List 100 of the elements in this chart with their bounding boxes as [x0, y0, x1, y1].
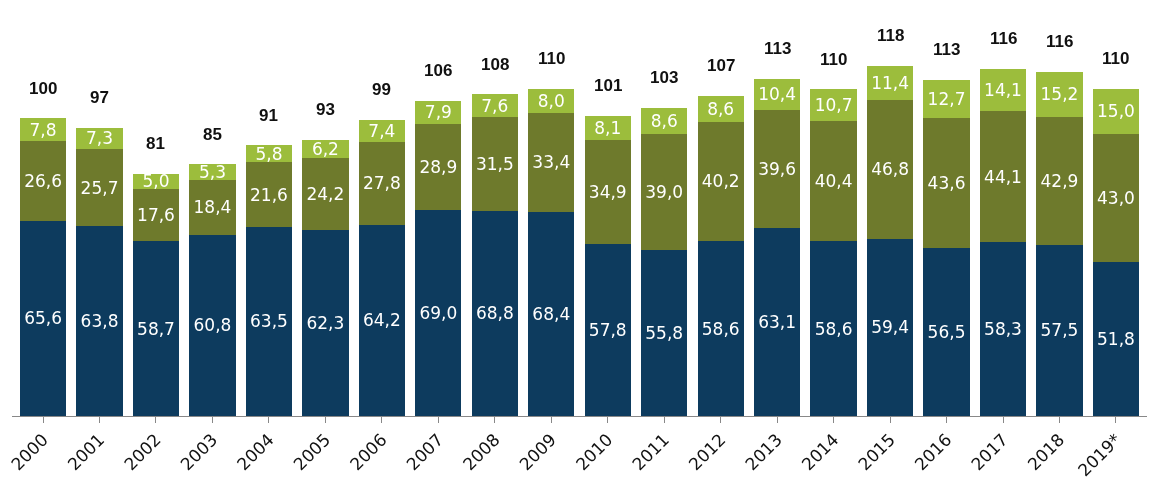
- data-label: 6,2: [311, 138, 339, 159]
- data-label: 57,8: [588, 319, 627, 340]
- data-label: 8,1: [594, 117, 622, 138]
- total-label: 99: [372, 80, 391, 99]
- bar: [358, 141, 406, 225]
- data-label: 17,6: [137, 204, 175, 225]
- bar: [76, 149, 123, 226]
- data-label: 10,7: [814, 95, 853, 116]
- bar: [1036, 116, 1083, 245]
- data-label: 68,8: [475, 303, 514, 324]
- total-label: 113: [764, 39, 792, 58]
- data-label: 15,0: [1097, 101, 1135, 122]
- data-label: 28,9: [419, 157, 458, 178]
- data-label: 12,7: [927, 88, 966, 109]
- total-label: 107: [707, 56, 736, 75]
- data-label: 58,7: [137, 318, 175, 339]
- data-label: 5,8: [255, 143, 283, 164]
- data-label: 65,6: [24, 308, 62, 329]
- data-label: 14,1: [984, 79, 1022, 100]
- bar: [1036, 244, 1083, 416]
- bar: [923, 117, 970, 248]
- bar: [753, 109, 801, 228]
- bar: [19, 220, 67, 416]
- data-label: 56,5: [927, 321, 966, 342]
- bar: [810, 241, 857, 416]
- data-label: 63,5: [250, 311, 288, 332]
- bar: [471, 210, 518, 416]
- data-label: 31,5: [475, 154, 514, 175]
- bar: [132, 241, 180, 416]
- data-label: 64,2: [362, 310, 401, 331]
- total-label: 97: [90, 88, 109, 107]
- data-label: 42,9: [1040, 170, 1079, 191]
- data-label: 40,2: [701, 171, 740, 192]
- bar: [1036, 71, 1083, 117]
- bar: [1092, 261, 1140, 416]
- data-label: 7,9: [424, 102, 452, 123]
- data-label: 43,6: [927, 172, 966, 193]
- data-label: 44,1: [984, 166, 1022, 187]
- total-label: 113: [933, 40, 961, 59]
- data-label: 58,6: [814, 318, 853, 339]
- data-label: 55,8: [645, 322, 684, 343]
- data-label: 58,6: [701, 318, 740, 339]
- data-label: 40,4: [814, 171, 853, 192]
- data-label: 7,4: [368, 120, 396, 141]
- bar: [415, 210, 462, 416]
- bar: [302, 158, 349, 231]
- bar: [866, 238, 914, 416]
- bar: [471, 117, 518, 211]
- bar: [1092, 88, 1140, 134]
- bar: [528, 212, 575, 416]
- bar: [979, 242, 1027, 416]
- data-label: 46,8: [871, 159, 909, 180]
- bar: [753, 227, 801, 416]
- total-label: 116: [990, 29, 1018, 48]
- bar: [923, 247, 970, 416]
- bar: [923, 79, 970, 118]
- bar: [979, 110, 1027, 243]
- bar: [358, 224, 406, 416]
- total-label: 108: [481, 55, 510, 74]
- total-label: 81: [146, 134, 165, 153]
- data-label: 39,0: [645, 181, 684, 202]
- data-label: 60,8: [193, 315, 232, 336]
- data-label: 34,9: [588, 181, 627, 202]
- bar: [302, 230, 349, 416]
- total-label: 93: [316, 100, 335, 119]
- bar: [641, 133, 688, 250]
- total-label: 118: [877, 26, 905, 45]
- bar: [584, 139, 631, 244]
- bar: [584, 243, 631, 416]
- bar: [189, 234, 236, 416]
- data-label: 63,8: [80, 310, 119, 331]
- total-label: 110: [538, 49, 566, 68]
- data-label: 8,6: [707, 98, 735, 119]
- data-label: 7,8: [29, 119, 57, 140]
- bar: [132, 188, 180, 242]
- bar: [641, 249, 688, 416]
- total-label: 103: [650, 68, 679, 87]
- total-label: 116: [1046, 32, 1074, 51]
- data-label: 5,0: [142, 171, 170, 192]
- bar: [697, 241, 744, 416]
- data-label: 8,6: [650, 110, 678, 131]
- data-label: 15,2: [1040, 84, 1079, 105]
- total-label: 106: [424, 61, 453, 80]
- data-label: 26,6: [24, 170, 62, 191]
- total-label: 91: [259, 106, 278, 125]
- data-label: 68,4: [532, 304, 571, 325]
- bar: [415, 124, 462, 211]
- total-label: 110: [1102, 49, 1130, 68]
- data-label: 51,8: [1097, 328, 1135, 349]
- data-label: 5,3: [198, 162, 226, 183]
- total-label: 110: [820, 50, 848, 69]
- data-label: 18,4: [193, 197, 232, 218]
- total-label: 101: [594, 76, 623, 95]
- data-label: 57,5: [1040, 320, 1079, 341]
- bar: [697, 121, 744, 242]
- bar: [528, 112, 575, 213]
- data-label: 11,4: [871, 72, 909, 93]
- data-label: 33,4: [532, 152, 571, 173]
- data-label: 21,6: [250, 184, 288, 205]
- bar: [1092, 133, 1140, 262]
